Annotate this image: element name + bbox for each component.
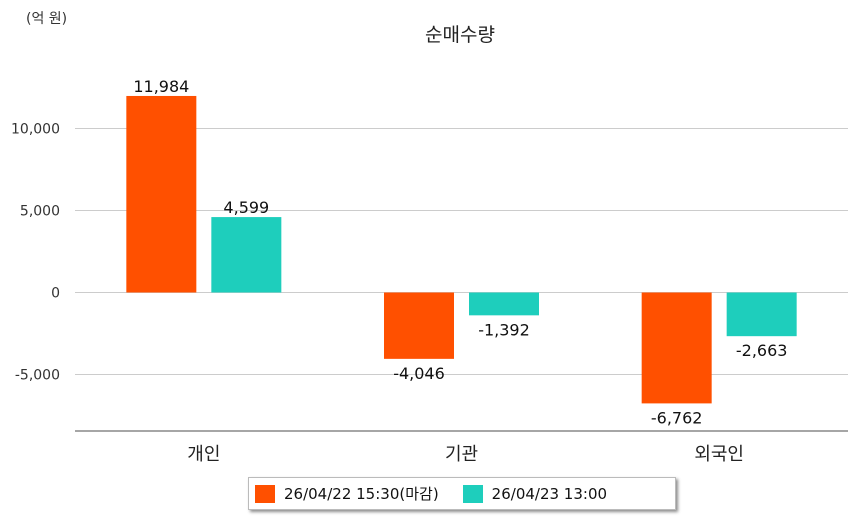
bar-2 bbox=[211, 217, 282, 293]
data-label: -6,762 bbox=[651, 408, 703, 427]
chart-title: 순매수량 bbox=[425, 24, 495, 46]
data-label: -4,046 bbox=[393, 364, 445, 383]
bar-1 bbox=[384, 292, 454, 359]
legend-item-series-2[interactable]: 26/04/23 13:00 bbox=[462, 484, 608, 503]
legend-swatch-series-1 bbox=[255, 484, 275, 503]
unit-label: (억 원) bbox=[26, 11, 68, 27]
bar-2 bbox=[726, 292, 797, 337]
data-label: 11,984 bbox=[133, 77, 189, 96]
y-tick-label: 0 bbox=[51, 286, 60, 302]
y-tick-label: 10,000 bbox=[11, 122, 60, 138]
bar-1 bbox=[126, 95, 197, 293]
x-category-label: 기관 bbox=[445, 444, 478, 465]
data-label: 4,599 bbox=[223, 198, 269, 217]
legend-label-series-1: 26/04/22 15:30(마감) bbox=[284, 485, 439, 503]
data-label: -2,663 bbox=[736, 341, 788, 360]
bar-2 bbox=[469, 292, 539, 316]
y-tick-label: 5,000 bbox=[20, 204, 60, 220]
legend-label-series-2: 26/04/23 13:00 bbox=[491, 484, 608, 503]
legend: 26/04/22 15:30(마감) 26/04/23 13:00 bbox=[248, 477, 676, 510]
data-label: -1,392 bbox=[478, 320, 530, 339]
x-category-label: 개인 bbox=[187, 444, 220, 465]
y-tick-label: -5,000 bbox=[15, 368, 60, 384]
legend-item-series-1[interactable]: 26/04/22 15:30(마감) bbox=[255, 483, 439, 504]
legend-swatch-series-2 bbox=[462, 484, 483, 503]
bar-1 bbox=[641, 292, 712, 404]
x-category-label: 외국인 bbox=[694, 444, 744, 465]
bar-chart: 10,000 5,000 0 -5,000 11,984 4,599 개인 -4,046 -1,… bbox=[11, 77, 848, 465]
